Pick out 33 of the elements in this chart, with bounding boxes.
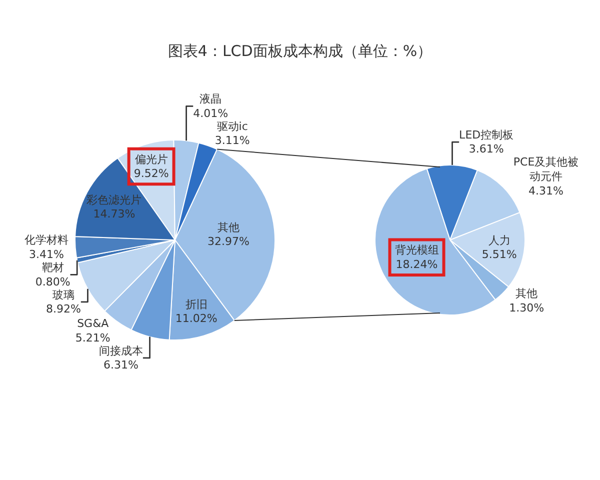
slice-label: 驱动ic [216, 120, 248, 133]
data-label: 18.24% [396, 258, 438, 272]
slice-label: 其他 [516, 287, 538, 300]
data-label: 3.41% [28, 248, 64, 261]
data-label: 5.51% [482, 248, 517, 262]
data-label: 4.01% [193, 106, 228, 120]
slice-label: 间接成本 [98, 344, 143, 358]
data-label: 3.11% [214, 134, 250, 148]
data-label: 6.31% [103, 358, 138, 372]
data-label: 5.21% [75, 331, 110, 344]
slice-label: 彩色滤光片 [86, 193, 142, 206]
slice-label: SG&A [77, 317, 110, 330]
data-label: 9.52% [134, 167, 169, 180]
slice-label: 液晶 [200, 92, 222, 106]
chart-title: 图表4：LCD面板成本构成（单位：%） [166, 42, 434, 61]
slice-label: LED控制板 [459, 128, 514, 142]
slice-label: 偏光片 [134, 152, 168, 166]
slice-label: 靶材 [42, 260, 64, 274]
data-label: 3.61% [468, 142, 504, 156]
slice-label: 折旧 [185, 298, 208, 311]
slice-label: 人力 [488, 234, 510, 247]
slice-label: 玻璃 [52, 288, 74, 302]
data-label: 0.80% [35, 275, 70, 288]
data-label: 1.30% [509, 301, 544, 314]
data-label: 11.02% [175, 312, 218, 326]
data-label: 8.92% [46, 302, 81, 316]
slice-label: 化学材料 [24, 234, 68, 247]
slice-label: 背光模组 [394, 244, 439, 257]
data-label: 4.31% [528, 184, 564, 198]
data-label: 32.97% [208, 235, 250, 248]
slice-label: 其他 [217, 220, 240, 234]
slice-label: PCE及其他被动元件 [513, 156, 579, 183]
data-label: 14.73% [93, 208, 136, 221]
